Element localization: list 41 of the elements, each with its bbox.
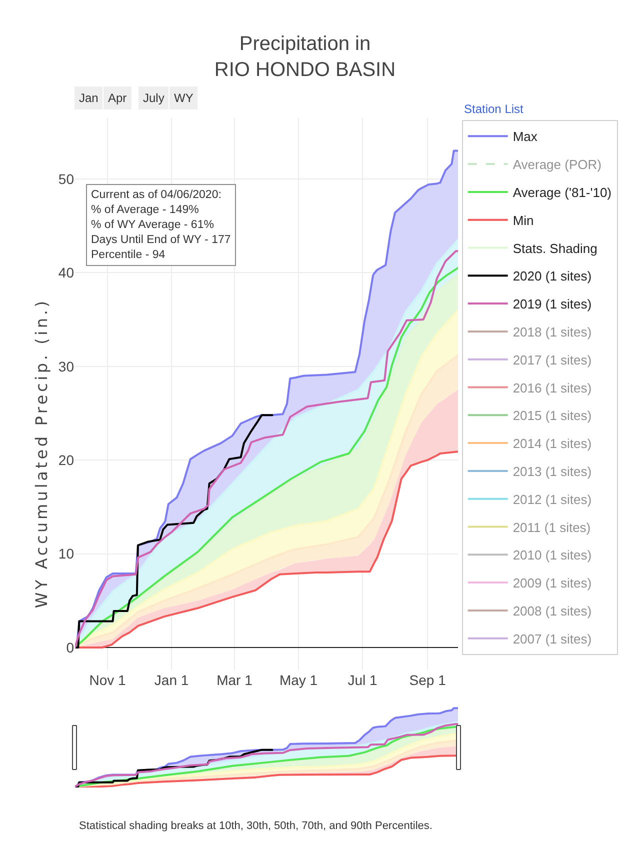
annotation: Current as of 04/06/2020: % of Average - 149% % of WY Average - 61% Days Until End of WY - 177 Percentile - 94	[91, 189, 231, 261]
legend-label: 2019 (1 sites)	[512, 296, 592, 312]
legend-label: 2013 (1 sites)	[512, 464, 592, 480]
y-axis-title: WY Accumulated Precip. (in.)	[32, 298, 51, 608]
legend-label: Max	[512, 129, 538, 144]
y-tick-label: 50	[58, 170, 74, 187]
legend-label: 2009 (1 sites)	[512, 576, 592, 591]
legend-label: 2008 (1 sites)	[512, 604, 592, 619]
legend-label: 2014 (1 sites)	[512, 436, 592, 452]
legend-label: 2018 (1 sites)	[512, 324, 592, 340]
legend-label: 2010 (1 sites)	[512, 548, 592, 563]
text: WY	[174, 91, 194, 105]
y-tick-label: 20	[58, 452, 74, 468]
legend-label: 2012 (1 sites)	[512, 492, 592, 507]
text: July	[143, 91, 164, 105]
text: Jan	[79, 91, 98, 105]
legend-label: 2017 (1 sites)	[512, 352, 592, 368]
y-tick-label: 30	[58, 358, 74, 374]
x-tick-label: Jan 1	[154, 672, 189, 688]
y-tick-label: 0	[66, 639, 74, 656]
x-tick-label: Nov 1	[89, 672, 126, 688]
legend-label: Stats. Shading	[512, 240, 598, 256]
x-tick-label: Jul 1	[348, 672, 378, 688]
text: Statistical shading breaks at 10th, 30th, 50th, 70th, and 90th Percentiles.	[79, 820, 432, 832]
legend-label: 2011 (1 sites)	[512, 520, 591, 535]
legend-label: Average ('81-'10)	[512, 185, 612, 200]
y-tick-label: 40	[58, 264, 74, 281]
legend-label: 2007 (1 sites)	[512, 631, 592, 646]
legend-label: 2016 (1 sites)	[512, 380, 592, 396]
legend-label: 2015 (1 sites)	[512, 408, 592, 424]
legend-label: 2020 (1 sites)	[512, 268, 592, 284]
x-tick-label: Mar 1	[216, 672, 253, 688]
text: Apr	[108, 91, 127, 105]
legend-label: Min	[512, 212, 534, 228]
y-tick-label: 10	[58, 546, 74, 562]
line-series	[75, 414, 274, 649]
x-tick-label: May 1	[279, 672, 318, 688]
legend-title: Station List	[464, 102, 524, 116]
legend-label: Average (POR)	[512, 157, 602, 172]
chart-title: Precipitation in RIO HONDO BASIN	[214, 33, 396, 81]
x-tick-label: Sep 1	[409, 672, 446, 688]
